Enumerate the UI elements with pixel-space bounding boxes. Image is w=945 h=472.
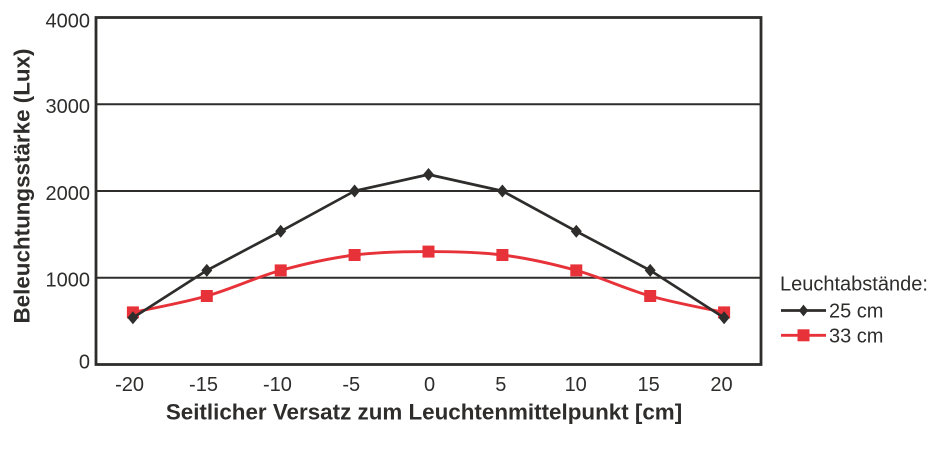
svg-text:4000: 4000 xyxy=(46,11,91,33)
svg-text:-15: -15 xyxy=(189,374,218,396)
svg-text:3000: 3000 xyxy=(46,96,91,118)
svg-text:-5: -5 xyxy=(342,374,360,396)
svg-text:-10: -10 xyxy=(263,374,292,396)
svg-text:-20: -20 xyxy=(115,374,144,396)
svg-text:Beleuchtungsstärke (Lux): Beleuchtungsstärke (Lux) xyxy=(10,49,35,324)
svg-text:2000: 2000 xyxy=(46,183,91,205)
svg-text:20: 20 xyxy=(710,374,732,396)
svg-text:1000: 1000 xyxy=(46,270,91,292)
svg-text:Leuchtabstände:: Leuchtabstände: xyxy=(780,274,928,296)
svg-text:25 cm: 25 cm xyxy=(829,301,883,323)
svg-text:Seitlicher Versatz zum Leuchte: Seitlicher Versatz zum Leuchtenmittelpun… xyxy=(166,400,682,425)
svg-text:5: 5 xyxy=(495,374,506,396)
svg-text:10: 10 xyxy=(565,374,587,396)
svg-text:15: 15 xyxy=(637,374,659,396)
svg-text:0: 0 xyxy=(424,374,435,396)
svg-text:33 cm: 33 cm xyxy=(829,326,883,348)
svg-text:0: 0 xyxy=(79,352,90,374)
